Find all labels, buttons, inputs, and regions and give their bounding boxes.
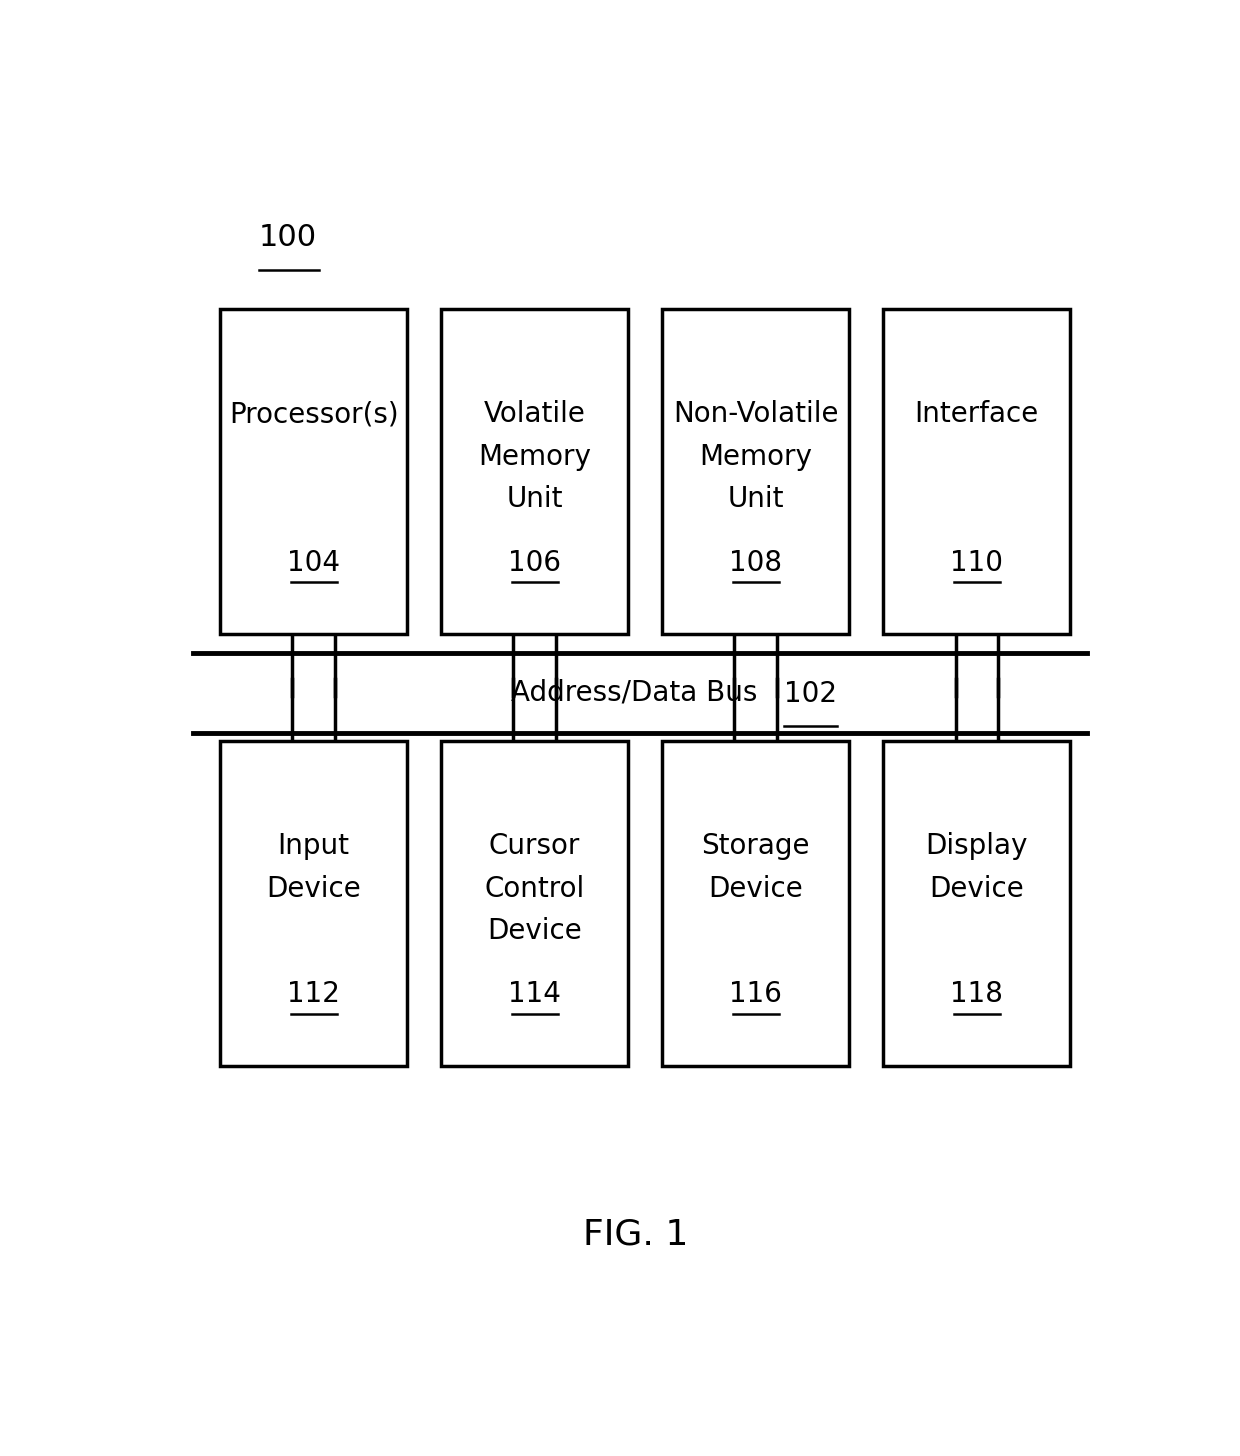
Bar: [441, 741, 629, 1066]
Bar: [219, 741, 407, 1066]
Text: 100: 100: [259, 223, 317, 252]
Text: 118: 118: [950, 980, 1003, 1009]
Text: 112: 112: [288, 980, 340, 1009]
Text: Storage: Storage: [702, 831, 810, 860]
Text: Device: Device: [929, 875, 1024, 903]
Text: Memory: Memory: [479, 443, 591, 470]
Bar: [883, 309, 1070, 635]
Text: Unit: Unit: [728, 485, 784, 514]
Text: 106: 106: [508, 549, 560, 577]
Text: Memory: Memory: [699, 443, 812, 470]
Text: 110: 110: [950, 549, 1003, 577]
Text: Input: Input: [278, 831, 350, 860]
Bar: [219, 309, 407, 635]
Text: 108: 108: [729, 549, 782, 577]
Text: Control: Control: [485, 875, 585, 903]
Text: 102: 102: [785, 680, 837, 709]
Text: Processor(s): Processor(s): [228, 400, 398, 428]
Text: 104: 104: [288, 549, 340, 577]
Text: Unit: Unit: [506, 485, 563, 514]
Bar: [441, 309, 629, 635]
Text: FIG. 1: FIG. 1: [583, 1217, 688, 1251]
Bar: [662, 309, 849, 635]
Text: Non-Volatile: Non-Volatile: [673, 400, 838, 428]
Text: Device: Device: [708, 875, 804, 903]
Text: Device: Device: [487, 917, 582, 945]
Bar: [662, 741, 849, 1066]
Text: 114: 114: [508, 980, 560, 1009]
Text: Volatile: Volatile: [484, 400, 585, 428]
Text: Address/Data Bus: Address/Data Bus: [511, 678, 756, 706]
Text: 116: 116: [729, 980, 782, 1009]
Text: Interface: Interface: [915, 400, 1039, 428]
Text: Display: Display: [925, 831, 1028, 860]
Text: Cursor: Cursor: [489, 831, 580, 860]
Bar: [883, 741, 1070, 1066]
Text: Device: Device: [267, 875, 361, 903]
